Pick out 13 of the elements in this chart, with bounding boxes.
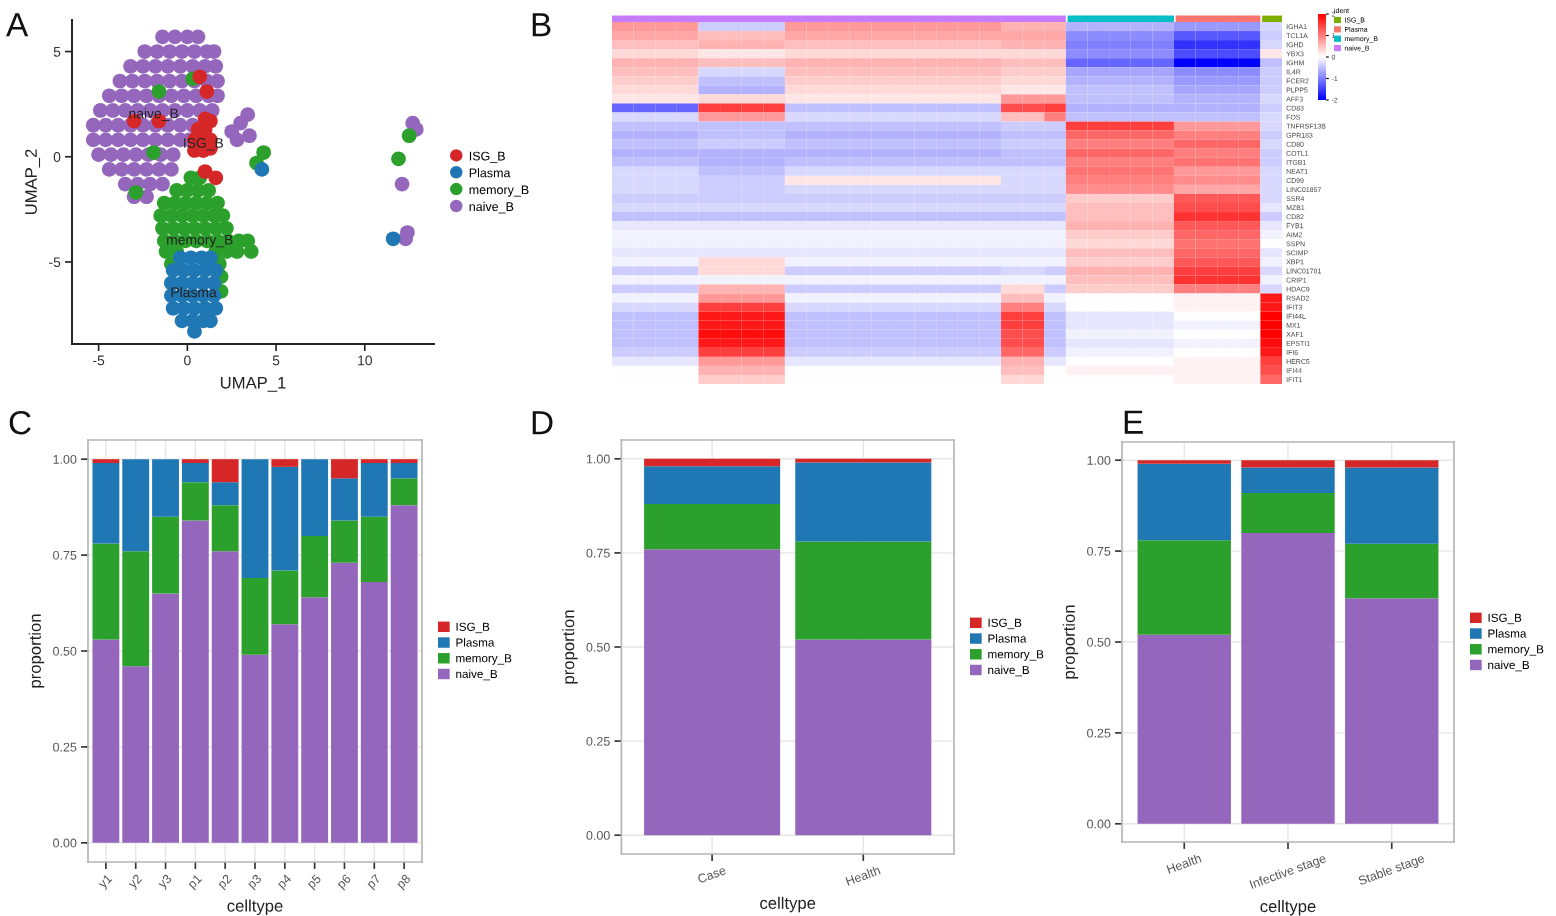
chart-title: D <box>532 411 553 435</box>
x-axis-title: celltype <box>760 896 816 913</box>
x-axis-title: UMAP_1 <box>220 377 286 392</box>
x-axis-title: celltype <box>227 899 283 916</box>
y-axis-title: UMAP_2 <box>25 149 41 215</box>
chart-title: B <box>532 13 551 37</box>
x-axis-title: celltype <box>1260 899 1316 916</box>
y-axis-title: proportion <box>28 614 45 688</box>
chart-title: C <box>9 410 31 435</box>
y-axis-title: proportion <box>562 610 578 684</box>
chart-title: E <box>1124 410 1143 434</box>
chart-title: A <box>6 13 29 37</box>
y-axis-title: proportion <box>1062 605 1079 679</box>
